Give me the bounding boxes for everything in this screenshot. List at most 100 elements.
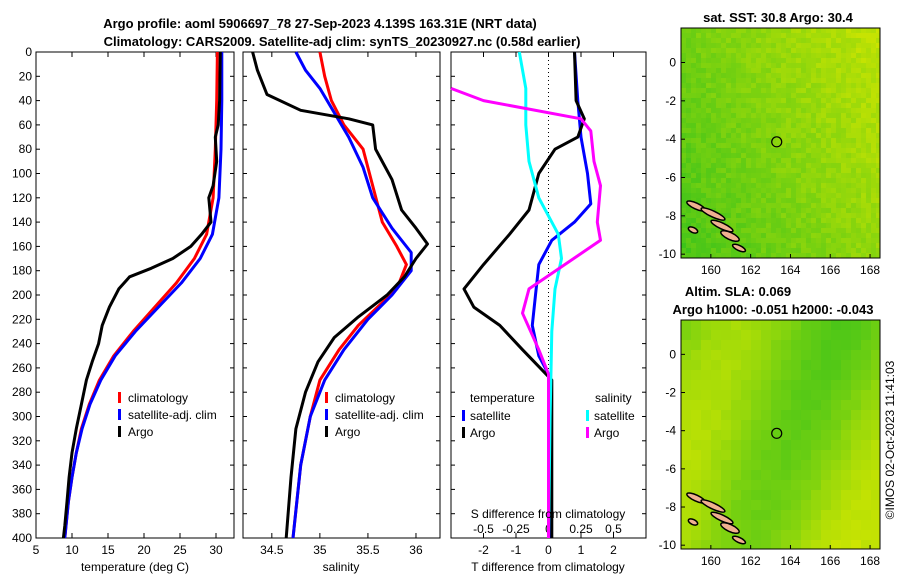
map-cell bbox=[721, 193, 726, 198]
map-cell bbox=[816, 178, 821, 183]
map-cell bbox=[761, 48, 766, 53]
map-cell bbox=[871, 450, 880, 460]
map-cell bbox=[811, 123, 816, 128]
map-cell bbox=[826, 173, 831, 178]
map-cell bbox=[796, 213, 801, 218]
map-cell bbox=[751, 440, 761, 450]
map-cell bbox=[691, 430, 701, 440]
map-cell bbox=[796, 133, 801, 138]
map-cell bbox=[866, 53, 871, 58]
map-x-tick-label: 164 bbox=[780, 554, 800, 568]
map-cell bbox=[781, 208, 786, 213]
map-cell bbox=[846, 53, 851, 58]
map-cell bbox=[691, 480, 701, 490]
map-cell bbox=[856, 173, 861, 178]
map-cell bbox=[751, 480, 761, 490]
map-cell bbox=[871, 213, 876, 218]
map-cell bbox=[731, 480, 741, 490]
map-cell bbox=[751, 138, 756, 143]
map-cell bbox=[681, 108, 686, 113]
map-cell bbox=[726, 138, 731, 143]
argo-position-marker bbox=[771, 427, 783, 439]
map-cell bbox=[821, 93, 826, 98]
map-cell bbox=[711, 103, 716, 108]
map-cell bbox=[731, 470, 741, 480]
map-cell bbox=[856, 113, 861, 118]
map-cell bbox=[841, 38, 846, 43]
map-cell bbox=[876, 253, 880, 258]
map-cell bbox=[806, 88, 811, 93]
map-cell bbox=[751, 173, 756, 178]
map-cell bbox=[821, 360, 831, 370]
map-cell bbox=[761, 520, 771, 530]
map-cell bbox=[741, 480, 751, 490]
map-cell bbox=[706, 53, 711, 58]
map-cell bbox=[786, 128, 791, 133]
map-cell bbox=[811, 243, 816, 248]
y-tick-label: 380 bbox=[12, 507, 32, 521]
map-x-tick-label: 160 bbox=[701, 263, 721, 277]
map-cell bbox=[801, 43, 806, 48]
map-cell bbox=[731, 98, 736, 103]
map-cell bbox=[791, 350, 801, 360]
map-cell bbox=[721, 360, 731, 370]
map-cell bbox=[766, 113, 771, 118]
land-island bbox=[687, 226, 699, 234]
map-cell bbox=[786, 158, 791, 163]
map-cell bbox=[831, 350, 841, 360]
map-cell bbox=[721, 168, 726, 173]
map-cell bbox=[836, 158, 841, 163]
map-cell bbox=[856, 123, 861, 128]
map-cell bbox=[761, 330, 771, 340]
map-cell bbox=[771, 163, 776, 168]
map-cell bbox=[721, 33, 726, 38]
map-cell bbox=[781, 83, 786, 88]
map-cell bbox=[771, 113, 776, 118]
map-cell bbox=[811, 233, 816, 238]
map-cell bbox=[711, 173, 716, 178]
map-cell bbox=[761, 360, 771, 370]
map-cell bbox=[771, 33, 776, 38]
map-cell bbox=[736, 88, 741, 93]
map-cell bbox=[731, 33, 736, 38]
map-cell bbox=[686, 58, 691, 63]
map-cell bbox=[786, 238, 791, 243]
map-cell bbox=[851, 330, 861, 340]
map-cell bbox=[746, 28, 751, 33]
map-cell bbox=[771, 183, 776, 188]
map-cell bbox=[791, 243, 796, 248]
map-cell bbox=[861, 380, 871, 390]
y-tick-label: 200 bbox=[12, 288, 32, 302]
map-cell bbox=[781, 143, 786, 148]
map-cell bbox=[751, 168, 756, 173]
legend-label: Argo bbox=[594, 426, 620, 440]
map-cell bbox=[721, 340, 731, 350]
map-cell bbox=[861, 188, 866, 193]
map-cell bbox=[811, 238, 816, 243]
map-cell bbox=[791, 450, 801, 460]
map-cell bbox=[781, 178, 786, 183]
map-cell bbox=[856, 218, 861, 223]
map-cell bbox=[691, 73, 696, 78]
map-cell bbox=[801, 143, 806, 148]
map-cell bbox=[821, 223, 826, 228]
map-cell bbox=[801, 203, 806, 208]
map-cell bbox=[816, 93, 821, 98]
map-cell bbox=[846, 118, 851, 123]
map-cell bbox=[756, 58, 761, 63]
map-cell bbox=[841, 138, 846, 143]
y-tick-label: 180 bbox=[12, 264, 32, 278]
map-cell bbox=[681, 48, 686, 53]
map-cell bbox=[831, 68, 836, 73]
map-cell bbox=[716, 243, 721, 248]
map-cell bbox=[786, 38, 791, 43]
map-cell bbox=[831, 178, 836, 183]
map-cell bbox=[711, 228, 716, 233]
difference-xlabel: T difference from climatology bbox=[471, 560, 625, 574]
map-cell bbox=[851, 73, 856, 78]
map-cell bbox=[851, 83, 856, 88]
map-cell bbox=[766, 73, 771, 78]
map-cell bbox=[866, 108, 871, 113]
map-cell bbox=[746, 183, 751, 188]
map-cell bbox=[816, 218, 821, 223]
